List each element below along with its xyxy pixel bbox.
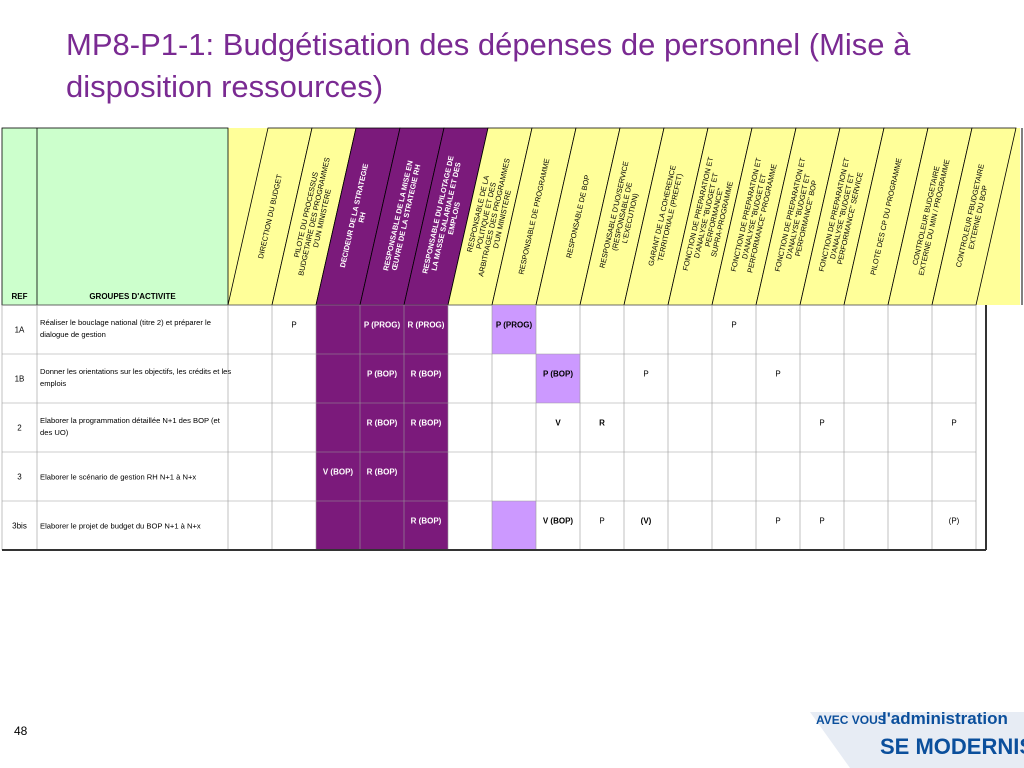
ref-header: REF	[12, 292, 28, 301]
matrix-cell-value: P	[819, 419, 824, 428]
matrix-cell-value: P	[951, 419, 956, 428]
matrix-cell-value: P	[291, 321, 296, 330]
matrix-cell-value: V (BOP)	[543, 517, 574, 526]
matrix-cell-value: P (BOP)	[543, 370, 573, 379]
row-ref: 2	[17, 424, 22, 433]
matrix-cell-value: P	[643, 370, 648, 379]
slide-number: 48	[14, 724, 28, 738]
row-activity-line: emplois	[40, 379, 66, 388]
row-ref: 1A	[15, 326, 25, 335]
row-activity-line: dialogue de gestion	[40, 330, 106, 339]
matrix-cell-value: R (BOP)	[367, 468, 398, 477]
matrix-cell-value: P	[775, 370, 780, 379]
matrix-cell-value: P	[731, 321, 736, 330]
matrix-cell-value: (P)	[949, 517, 960, 526]
row-activity-line: Elaborer le scénario de gestion RH N+1 à…	[40, 473, 196, 482]
column-highlight	[316, 305, 360, 550]
matrix-cell-value: P	[775, 517, 780, 526]
row-activity-line: Elaborer le projet de budget du BOP N+1 …	[40, 522, 201, 531]
column-header-line: RH	[356, 211, 367, 223]
matrix-cell-value: R (BOP)	[411, 517, 442, 526]
matrix-cell-value: R (BOP)	[411, 419, 442, 428]
row-activity: Donner les orientations sur les objectif…	[40, 367, 231, 388]
matrix-cell-value: P (PROG)	[364, 321, 401, 330]
matrix-cell-value: R (BOP)	[367, 419, 398, 428]
row-activity-line: Réaliser le bouclage national (titre 2) …	[40, 318, 211, 327]
cell-highlight	[492, 305, 536, 354]
cell-highlight	[536, 354, 580, 403]
logo-line1a: AVEC VOUS	[816, 713, 886, 727]
row-activity-line: des UO)	[40, 428, 69, 437]
cell-highlight	[492, 501, 536, 550]
row-activity: Elaborer le projet de budget du BOP N+1 …	[40, 522, 201, 531]
matrix-cell-value: P	[599, 517, 604, 526]
row-ref: 1B	[15, 375, 25, 384]
row-activity: Réaliser le bouclage national (titre 2) …	[40, 318, 211, 339]
column-highlight	[360, 305, 404, 550]
activity-role-matrix: DIRECTION DU BUDGET PILOTE DU PROCESSUSBU…	[1, 127, 1023, 551]
row-ref: 3bis	[12, 522, 27, 531]
matrix-cell-value: P (BOP)	[367, 370, 397, 379]
groups-header: GROUPES D'ACTIVITE	[89, 292, 176, 301]
logo-line2: SE MODERNISE	[880, 734, 1024, 759]
column-highlight	[404, 305, 448, 550]
row-ref: 3	[17, 473, 22, 482]
logo-line1b: l'administration	[882, 709, 1008, 728]
row-activity-line: Elaborer la programmation détaillée N+1 …	[40, 416, 221, 425]
row-activity-line: Donner les orientations sur les objectif…	[40, 367, 231, 376]
slide-title: MP8-P1-1: Budgétisation des dépenses de …	[66, 27, 911, 104]
matrix-cell-value: V (BOP)	[323, 468, 354, 477]
matrix-cell-value: (V)	[641, 517, 652, 526]
row-activity: Elaborer la programmation détaillée N+1 …	[40, 416, 221, 437]
matrix-cell-value: R (PROG)	[408, 321, 445, 330]
matrix-cell-value: R	[599, 419, 605, 428]
matrix-cell-value: P	[819, 517, 824, 526]
modernisation-logo: AVEC VOUS l'administration SE MODERNISE	[810, 709, 1024, 768]
left-header-bg	[2, 128, 228, 305]
matrix-cell-value: V	[555, 419, 561, 428]
row-activity: Elaborer le scénario de gestion RH N+1 à…	[40, 473, 196, 482]
matrix-cell-value: R (BOP)	[411, 370, 442, 379]
matrix-cell-value: P (PROG)	[496, 321, 533, 330]
